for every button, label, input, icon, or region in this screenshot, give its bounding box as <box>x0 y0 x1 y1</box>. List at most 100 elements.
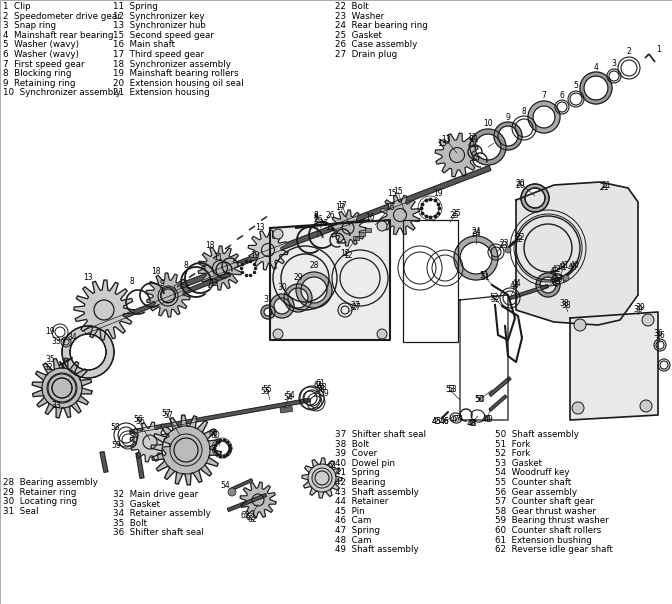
Text: 49: 49 <box>483 416 493 425</box>
Text: 31  Seal: 31 Seal <box>3 507 38 516</box>
Text: 24: 24 <box>471 230 480 239</box>
Polygon shape <box>240 482 276 518</box>
Polygon shape <box>198 246 242 290</box>
Text: 10  Synchronizer assembly: 10 Synchronizer assembly <box>3 88 121 97</box>
Circle shape <box>640 400 652 412</box>
Polygon shape <box>136 452 144 478</box>
Text: 13: 13 <box>437 138 447 147</box>
Text: 8  Blocking ring: 8 Blocking ring <box>3 69 71 78</box>
Polygon shape <box>229 479 253 491</box>
Polygon shape <box>284 284 312 312</box>
Text: 28: 28 <box>309 262 319 271</box>
Text: 11: 11 <box>467 133 476 143</box>
Text: 8: 8 <box>183 260 188 269</box>
Text: 29  Retainer ring: 29 Retainer ring <box>3 487 77 496</box>
Text: 41  Spring: 41 Spring <box>335 468 380 477</box>
Text: 56  Gear assembly: 56 Gear assembly <box>495 487 577 496</box>
Text: 50  Shaft assembly: 50 Shaft assembly <box>495 430 579 439</box>
Text: 45: 45 <box>431 417 441 426</box>
Text: 18  Synchronizer assembly: 18 Synchronizer assembly <box>113 60 231 69</box>
Text: 27: 27 <box>351 303 361 312</box>
Text: 58: 58 <box>315 385 325 394</box>
Text: 57: 57 <box>161 408 171 417</box>
Text: 60: 60 <box>210 431 220 440</box>
Text: 8: 8 <box>130 277 134 286</box>
Text: 4  Mainshaft rear bearing: 4 Mainshaft rear bearing <box>3 31 114 40</box>
Text: 54: 54 <box>285 391 295 400</box>
Text: 59: 59 <box>319 390 329 399</box>
Polygon shape <box>174 165 491 291</box>
Text: 2: 2 <box>626 48 632 57</box>
Text: 51  Fork: 51 Fork <box>495 440 530 449</box>
Text: 44: 44 <box>511 280 521 289</box>
Polygon shape <box>330 210 366 246</box>
Polygon shape <box>270 294 294 318</box>
Polygon shape <box>302 458 342 498</box>
Text: 62: 62 <box>247 515 257 524</box>
Text: 56: 56 <box>135 417 145 426</box>
Text: 36  Shifter shaft seal: 36 Shifter shaft seal <box>113 528 204 538</box>
Text: 41: 41 <box>557 263 566 272</box>
Text: 8: 8 <box>314 211 319 219</box>
Text: 44: 44 <box>510 281 520 291</box>
Polygon shape <box>227 493 267 512</box>
Circle shape <box>563 275 569 281</box>
Text: 8: 8 <box>521 106 526 115</box>
Text: 46: 46 <box>439 417 449 426</box>
Text: 19: 19 <box>45 327 55 336</box>
Text: 20  Extension housing oil seal: 20 Extension housing oil seal <box>113 79 244 88</box>
Polygon shape <box>380 195 419 234</box>
Polygon shape <box>130 422 170 462</box>
Text: 18: 18 <box>205 240 215 249</box>
Text: 26: 26 <box>325 211 335 220</box>
Text: 59  Bearing thrust washer: 59 Bearing thrust washer <box>495 516 609 525</box>
Polygon shape <box>454 236 498 280</box>
Bar <box>353 236 359 240</box>
Text: 51: 51 <box>480 274 490 283</box>
Text: 25: 25 <box>449 211 459 220</box>
Text: 53: 53 <box>447 385 457 394</box>
Text: 40: 40 <box>568 263 578 272</box>
Text: 47: 47 <box>451 416 461 425</box>
Polygon shape <box>489 377 511 396</box>
Text: 21: 21 <box>599 184 609 193</box>
Text: 42: 42 <box>551 266 561 274</box>
Text: 4: 4 <box>593 62 599 71</box>
Text: 34  Retainer assembly: 34 Retainer assembly <box>113 509 211 518</box>
Text: 27: 27 <box>350 301 360 310</box>
Bar <box>359 232 365 236</box>
Text: 42  Bearing: 42 Bearing <box>335 478 386 487</box>
Text: 53: 53 <box>445 385 455 394</box>
Text: 54: 54 <box>283 393 293 402</box>
Text: 51: 51 <box>479 272 489 280</box>
Text: 52: 52 <box>490 295 500 304</box>
Text: 6  Washer (wavy): 6 Washer (wavy) <box>3 50 79 59</box>
Text: 20: 20 <box>515 181 525 190</box>
Text: 26  Case assembly: 26 Case assembly <box>335 40 417 50</box>
Text: 62: 62 <box>245 513 255 522</box>
Text: 48  Cam: 48 Cam <box>335 536 372 545</box>
Polygon shape <box>100 452 108 472</box>
Text: 33: 33 <box>51 338 61 347</box>
Text: 61: 61 <box>315 379 325 388</box>
Text: 23: 23 <box>498 242 508 251</box>
Text: 43: 43 <box>553 275 563 284</box>
Text: 12: 12 <box>340 249 349 259</box>
Text: 30  Locating ring: 30 Locating ring <box>3 497 77 506</box>
Text: 38: 38 <box>559 298 569 307</box>
Text: 56: 56 <box>133 416 143 425</box>
Text: 45  Pin: 45 Pin <box>335 507 365 516</box>
Text: 12: 12 <box>343 251 353 260</box>
Polygon shape <box>470 129 506 165</box>
Text: 32  Main drive gear: 32 Main drive gear <box>113 490 198 499</box>
Text: 9  Retaining ring: 9 Retaining ring <box>3 79 75 88</box>
Text: 47: 47 <box>450 416 460 425</box>
Text: 18: 18 <box>151 268 161 277</box>
Text: 19: 19 <box>433 188 443 198</box>
Polygon shape <box>130 398 310 434</box>
Text: 39  Cover: 39 Cover <box>335 449 377 458</box>
Polygon shape <box>261 305 275 319</box>
Text: 7: 7 <box>542 91 546 100</box>
Text: 60: 60 <box>208 428 218 437</box>
Text: 6: 6 <box>560 91 564 100</box>
